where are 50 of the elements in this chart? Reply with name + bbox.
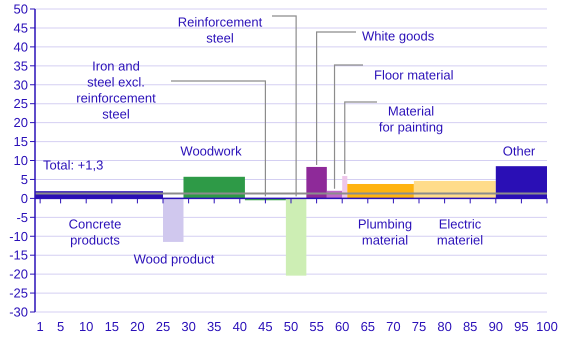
x-tick-label: 70 [386, 319, 401, 334]
annotation: Electric materiel [436, 216, 484, 248]
x-tick-label: 45 [258, 319, 273, 334]
x-tick-label: 1 [36, 319, 44, 334]
y-tick-label: 50 [14, 2, 28, 17]
x-tick-label: 65 [360, 319, 376, 334]
y-tick-label: 40 [14, 39, 28, 54]
y-tick-label: 10 [14, 153, 28, 168]
y-tick-label: 25 [14, 96, 28, 112]
y-tick-label: 35 [14, 58, 28, 74]
y-tick-label: 15 [14, 134, 28, 150]
ref-line-label: Total: +1,3 [43, 157, 104, 172]
annotation: White goods [362, 28, 435, 44]
x-tick-label: 90 [488, 319, 504, 334]
y-tick-label: 45 [14, 20, 28, 36]
x-tick-label: 55 [309, 319, 324, 334]
x-tick-label: 30 [181, 319, 196, 334]
y-tick-label: 30 [14, 77, 28, 92]
x-tick-label: 50 [284, 319, 298, 334]
annotation: Other [502, 144, 536, 159]
x-tick-label: 35 [206, 319, 222, 334]
x-tick-label: 100 [536, 319, 558, 334]
annotation: Reinforcement steel [178, 14, 263, 46]
x-tick-label: 80 [437, 319, 452, 334]
x-tick-label: 75 [412, 319, 426, 334]
y-tick-label: -25 [9, 286, 28, 301]
annotation: Iron and steel excl. reinforcement steel [76, 58, 156, 122]
y-tick-label: -5 [16, 210, 28, 225]
annotation: Plumbing material [358, 216, 412, 248]
y-tick-label: 5 [20, 172, 28, 187]
x-tick-label: 15 [104, 319, 120, 334]
y-tick-label: -10 [9, 228, 28, 244]
y-tick-label: 20 [14, 115, 28, 130]
x-tick-label: 20 [130, 319, 145, 334]
y-tick-label: -15 [9, 248, 28, 263]
x-tick-label: 60 [334, 319, 350, 334]
annotation: Woodwork [180, 144, 242, 159]
y-tick-label: 0 [20, 190, 28, 206]
annotation: Wood product [134, 252, 215, 267]
x-tick-label: 5 [56, 319, 64, 334]
x-tick-label: 85 [462, 319, 478, 334]
y-tick-label: -30 [9, 304, 28, 320]
annotation: Concrete products [68, 216, 122, 248]
x-tick-label: 10 [78, 319, 94, 334]
x-tick-label: 40 [232, 319, 248, 334]
x-tick-label: 25 [156, 319, 170, 334]
x-tick-label: 95 [514, 319, 529, 334]
annotation: Material for painting [378, 104, 444, 135]
y-tick-label: -20 [9, 266, 28, 282]
annotation: Floor material [374, 68, 454, 83]
